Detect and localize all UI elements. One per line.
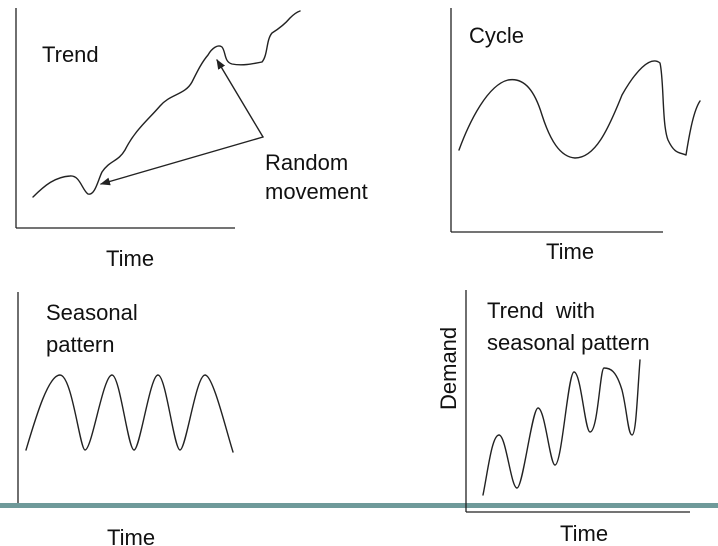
trend-panel: Trend Random movement Time: [15, 8, 368, 271]
trend-seasonal-title-line2: seasonal pattern: [487, 330, 650, 355]
trend-seasonal-x-label: Time: [560, 521, 608, 546]
trend-seasonal-curve: [482, 359, 641, 496]
cycle-curve: [458, 60, 701, 159]
arrow-to-bottom-random: [100, 136, 264, 186]
slide-divider: [0, 503, 718, 508]
random-movement-label-line1: Random: [265, 150, 348, 175]
arrow-to-top-random: [216, 59, 264, 138]
random-movement-label-line2: movement: [265, 179, 368, 204]
seasonal-x-label: Time: [107, 525, 155, 546]
trend-seasonal-panel: Trend with seasonal pattern Demand Time: [436, 290, 690, 546]
trend-seasonal-title-line1: Trend with: [487, 298, 595, 323]
seasonal-curve: [25, 374, 234, 453]
seasonal-title-line2: pattern: [46, 332, 115, 357]
demand-y-label: Demand: [436, 327, 461, 410]
cycle-title: Cycle: [469, 23, 524, 48]
cycle-panel: Cycle Time: [450, 8, 701, 264]
cycle-x-label: Time: [546, 239, 594, 264]
trend-curve: [32, 10, 301, 198]
trend-x-label: Time: [106, 246, 154, 271]
trend-title: Trend: [42, 42, 99, 67]
seasonal-title-line1: Seasonal: [46, 300, 138, 325]
